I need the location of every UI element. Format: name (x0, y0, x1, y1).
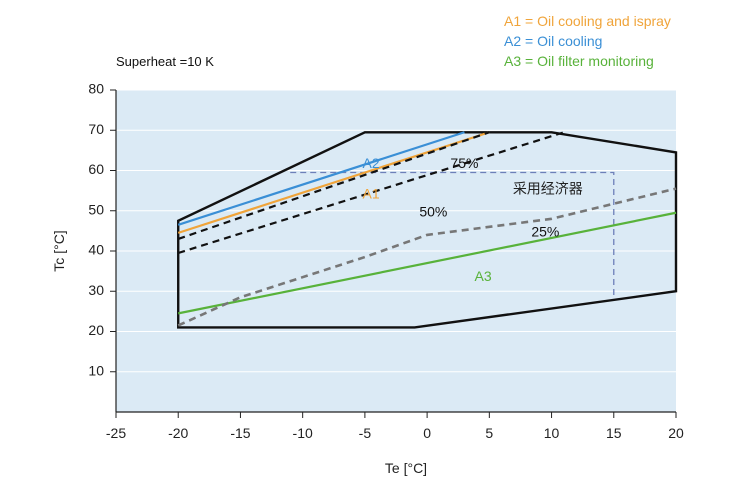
y-axis-title: Tc [°C] (51, 230, 67, 271)
y-tick-label-70: 70 (88, 121, 104, 137)
gridlines (116, 89, 676, 373)
series-line-75-pct (177, 131, 490, 240)
economizer-label: 采用经济器 (513, 181, 583, 197)
curve-label-a1: A1 (363, 185, 380, 201)
legend-entry-a3: A3 = Oil filter monitoring (504, 53, 654, 69)
series-line-a2 (177, 131, 465, 226)
economizer-boundary (290, 171, 615, 298)
series-line-50-pct (177, 131, 565, 255)
y-tick-label-30: 30 (88, 282, 104, 298)
y-tick-label-80: 80 (88, 81, 104, 97)
series-line-a1 (177, 131, 490, 234)
x-tick-label-10: -10 (293, 425, 313, 441)
curve-label-25-pct: 25% (531, 224, 559, 240)
superheat-note: Superheat =10 K (116, 54, 214, 69)
legend-entry-a2: A2 = Oil cooling (504, 33, 602, 49)
y-tick-label-50: 50 (88, 201, 104, 217)
curve-labels: A2 A1 75% 50% 25% A3 (363, 155, 560, 284)
series-line-25-pct (177, 187, 677, 327)
x-tick-label-5: -5 (359, 425, 372, 441)
y-tick-label-60: 60 (88, 161, 104, 177)
y-tick-label-20: 20 (88, 322, 104, 338)
series-lines (177, 131, 677, 327)
x-tick-label-5: 5 (485, 425, 493, 441)
x-tick-label-25: -25 (106, 425, 126, 441)
curve-label-a2: A2 (363, 155, 380, 171)
envelope-boundary (177, 131, 678, 329)
x-axis-title: Te [°C] (385, 460, 427, 476)
x-tick-label-15: -15 (230, 425, 250, 441)
x-tick-label-20: -20 (168, 425, 188, 441)
x-tick-label-20: 20 (668, 425, 684, 441)
curve-label-a3: A3 (475, 268, 492, 284)
x-tick-label-15: 15 (606, 425, 622, 441)
operating-envelope (177, 131, 678, 329)
axes: 10 20 30 40 50 60 70 80 -25 -20 -15 -10 -5 0 5 10 15 20 (88, 81, 684, 441)
x-tick-label-0: 0 (423, 425, 431, 441)
x-tick-label-10: 10 (544, 425, 560, 441)
economizer-region (290, 171, 615, 298)
y-tick-label-40: 40 (88, 242, 104, 258)
series-line-a3 (178, 211, 677, 315)
curve-label-50-pct: 50% (419, 203, 447, 219)
curve-label-75-pct: 75% (450, 155, 478, 171)
legend: A1 = Oil cooling and ispray A2 = Oil coo… (504, 13, 671, 69)
legend-entry-a1: A1 = Oil cooling and ispray (504, 13, 671, 29)
y-tick-label-10: 10 (88, 362, 104, 378)
